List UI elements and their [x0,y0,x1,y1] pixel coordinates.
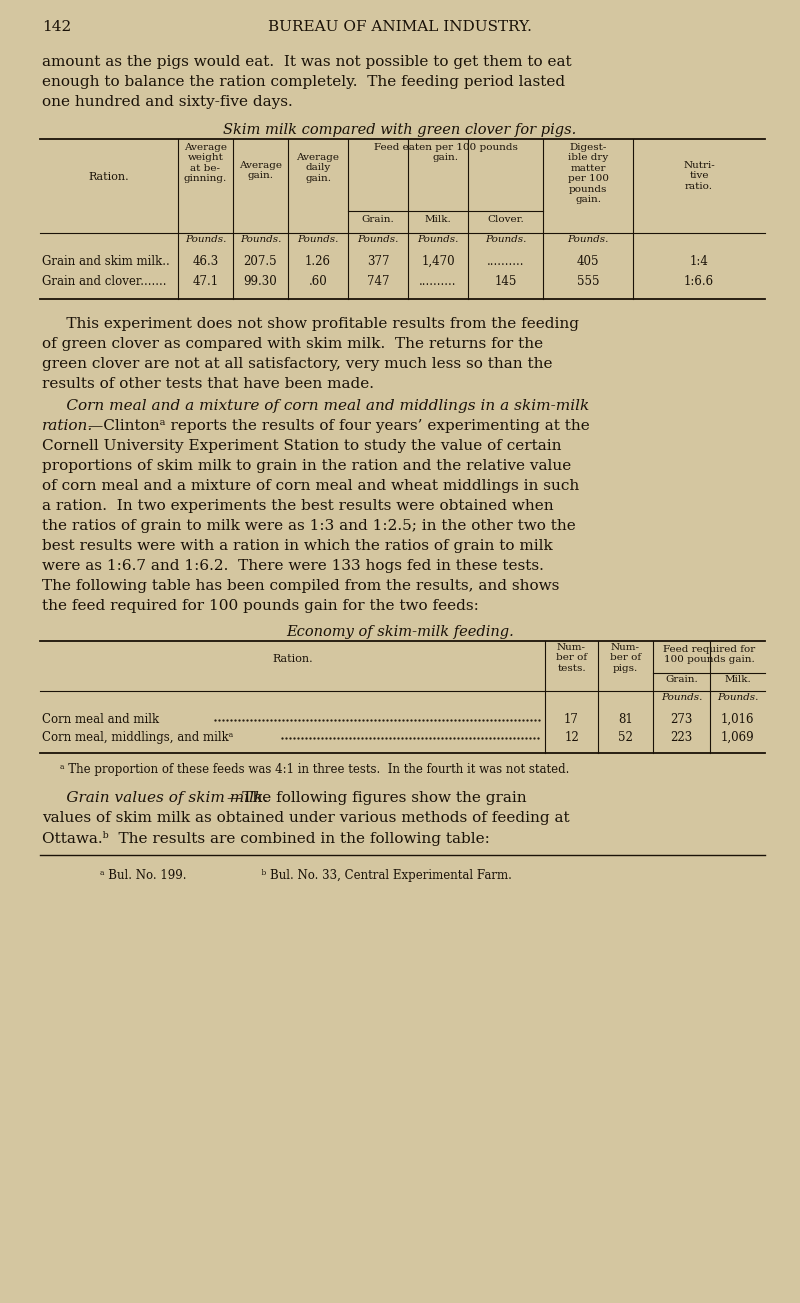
Text: Economy of skim-milk feeding.: Economy of skim-milk feeding. [286,625,514,638]
Text: Average
gain.: Average gain. [239,162,282,180]
Text: Feed eaten per 100 pounds
gain.: Feed eaten per 100 pounds gain. [374,143,518,163]
Text: 1.26: 1.26 [305,255,331,268]
Text: 1:6.6: 1:6.6 [684,275,714,288]
Text: were as 1:6.7 and 1:6.2.  There were 133 hogs fed in these tests.: were as 1:6.7 and 1:6.2. There were 133 … [42,559,544,573]
Text: a ration.  In two experiments the best results were obtained when: a ration. In two experiments the best re… [42,499,554,513]
Text: Num-
ber of
tests.: Num- ber of tests. [556,642,587,672]
Text: 46.3: 46.3 [192,255,218,268]
Text: the feed required for 100 pounds gain for the two feeds:: the feed required for 100 pounds gain fo… [42,599,479,612]
Text: one hundred and sixty-five days.: one hundred and sixty-five days. [42,95,293,109]
Text: Pounds.: Pounds. [567,235,609,244]
Text: Milk.: Milk. [425,215,451,224]
Text: Pounds.: Pounds. [298,235,338,244]
Text: The following table has been compiled from the results, and shows: The following table has been compiled fr… [42,579,559,593]
Text: Pounds.: Pounds. [485,235,526,244]
Text: ᵃ Bul. No. 199.                    ᵇ Bul. No. 33, Central Experimental Farm.: ᵃ Bul. No. 199. ᵇ Bul. No. 33, Central E… [100,869,512,882]
Text: ration.: ration. [42,420,94,433]
Text: 145: 145 [494,275,517,288]
Text: 207.5: 207.5 [244,255,278,268]
Text: Pounds.: Pounds. [358,235,398,244]
Text: Skim milk compared with green clover for pigs.: Skim milk compared with green clover for… [223,122,577,137]
Text: Feed required for
100 pounds gain.: Feed required for 100 pounds gain. [663,645,755,665]
Text: 223: 223 [670,731,693,744]
Text: of green clover as compared with skim milk.  The returns for the: of green clover as compared with skim mi… [42,337,543,351]
Text: Ottawa.ᵇ  The results are combined in the following table:: Ottawa.ᵇ The results are combined in the… [42,831,490,846]
Text: 12: 12 [564,731,579,744]
Text: Milk.: Milk. [724,675,751,684]
Text: Ration.: Ration. [272,654,313,665]
Text: ..........: .......... [486,255,524,268]
Text: Average
daily
gain.: Average daily gain. [297,152,339,182]
Text: Pounds.: Pounds. [717,693,758,702]
Text: values of skim milk as obtained under various methods of feeding at: values of skim milk as obtained under va… [42,810,570,825]
Text: the ratios of grain to milk were as 1:3 and 1:2.5; in the other two the: the ratios of grain to milk were as 1:3 … [42,519,576,533]
Text: This experiment does not show profitable results from the feeding: This experiment does not show profitable… [42,317,579,331]
Text: green clover are not at all satisfactory, very much less so than the: green clover are not at all satisfactory… [42,357,553,371]
Text: Pounds.: Pounds. [661,693,702,702]
Text: 1,470: 1,470 [421,255,455,268]
Text: Grain.: Grain. [665,675,698,684]
Text: ..........: .......... [419,275,457,288]
Text: Grain and clover.......: Grain and clover....... [42,275,166,288]
Text: Grain values of skim milk.: Grain values of skim milk. [42,791,268,805]
Text: Pounds.: Pounds. [418,235,458,244]
Text: 99.30: 99.30 [244,275,278,288]
Text: —Clintonᵃ reports the results of four years’ experimenting at the: —Clintonᵃ reports the results of four ye… [88,420,590,433]
Text: .60: .60 [309,275,327,288]
Text: Ration.: Ration. [89,172,130,182]
Text: results of other tests that have been made.: results of other tests that have been ma… [42,377,374,391]
Text: 747: 747 [366,275,390,288]
Text: Digest-
ible dry
matter
per 100
pounds
gain.: Digest- ible dry matter per 100 pounds g… [567,143,609,205]
Text: 273: 273 [670,713,693,726]
Text: Grain and skim milk..: Grain and skim milk.. [42,255,170,268]
Text: Average
weight
at be-
ginning.: Average weight at be- ginning. [184,143,227,184]
Text: Corn meal and a mixture of corn meal and middlings in a skim-milk: Corn meal and a mixture of corn meal and… [42,399,590,413]
Text: of corn meal and a mixture of corn meal and wheat middlings in such: of corn meal and a mixture of corn meal … [42,480,579,493]
Text: 81: 81 [618,713,633,726]
Text: Corn meal and milk: Corn meal and milk [42,713,159,726]
Text: BUREAU OF ANIMAL INDUSTRY.: BUREAU OF ANIMAL INDUSTRY. [268,20,532,34]
Text: proportions of skim milk to grain in the ration and the relative value: proportions of skim milk to grain in the… [42,459,571,473]
Text: Nutri-
tive
ratio.: Nutri- tive ratio. [683,162,715,190]
Text: Pounds.: Pounds. [185,235,226,244]
Text: 405: 405 [577,255,599,268]
Text: 47.1: 47.1 [193,275,218,288]
Text: 377: 377 [366,255,390,268]
Text: Pounds.: Pounds. [240,235,281,244]
Text: ᵃ The proportion of these feeds was 4:1 in three tests.  In the fourth it was no: ᵃ The proportion of these feeds was 4:1 … [60,764,570,777]
Text: Num-
ber of
pigs.: Num- ber of pigs. [610,642,641,672]
Text: Corn meal, middlings, and milkᵃ: Corn meal, middlings, and milkᵃ [42,731,234,744]
Text: 17: 17 [564,713,579,726]
Text: 1:4: 1:4 [690,255,709,268]
Text: 555: 555 [577,275,599,288]
Text: Cornell University Experiment Station to study the value of certain: Cornell University Experiment Station to… [42,439,562,453]
Text: Grain.: Grain. [362,215,394,224]
Text: 1,016: 1,016 [721,713,754,726]
Text: —The following figures show the grain: —The following figures show the grain [227,791,526,805]
Text: best results were with a ration in which the ratios of grain to milk: best results were with a ration in which… [42,539,553,552]
Text: enough to balance the ration completely.  The feeding period lasted: enough to balance the ration completely.… [42,76,565,89]
Text: 1,069: 1,069 [721,731,754,744]
Text: 52: 52 [618,731,633,744]
Text: Clover.: Clover. [487,215,524,224]
Text: amount as the pigs would eat.  It was not possible to get them to eat: amount as the pigs would eat. It was not… [42,55,572,69]
Text: 142: 142 [42,20,71,34]
